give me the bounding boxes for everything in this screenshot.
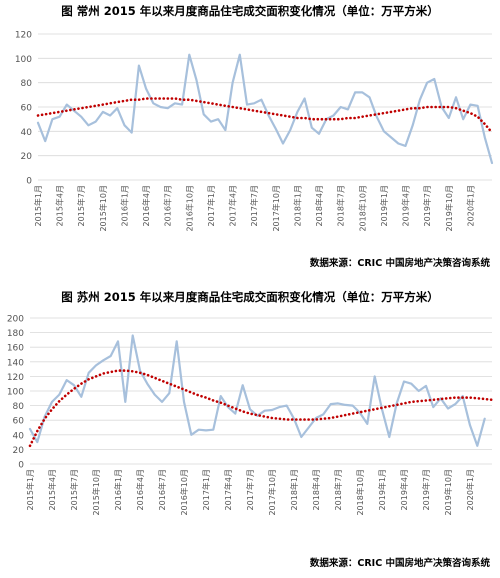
x-tick-label: 2020年1月 (465, 469, 475, 510)
chart-title: 图 常州 2015 年以来月度商品住宅成交面积变化情况（单位：万平方米） (61, 4, 439, 18)
x-tick-label: 2018年4月 (311, 469, 321, 510)
y-tick-label: 180 (7, 329, 24, 339)
y-tick-label: 20 (13, 446, 25, 456)
trend-line (36, 97, 494, 134)
x-tick-label: 2019年4月 (401, 185, 411, 226)
y-tick-label: 0 (26, 177, 32, 187)
x-tick-label: 2015年7月 (76, 185, 86, 226)
x-tick-label: 2017年7月 (245, 469, 255, 510)
y-tick-label: 0 (18, 461, 24, 471)
y-tick-labels: 0 20 40 60 80 100 120 140 160 180 200 (7, 315, 24, 471)
x-tick-label: 2019年10月 (444, 185, 454, 232)
gridlines (38, 33, 492, 181)
y-tick-label: 60 (21, 104, 33, 114)
x-tick-label: 2015年4月 (55, 185, 65, 226)
x-tick-label: 2017年4月 (223, 469, 233, 510)
x-tick-label: 2017年7月 (249, 185, 259, 226)
x-tick-label: 2016年10月 (179, 469, 189, 516)
x-tick-label: 2015年1月 (25, 469, 35, 510)
x-tick-label: 2019年7月 (422, 185, 432, 226)
y-tick-label: 160 (7, 344, 24, 354)
x-tick-label: 2018年1月 (292, 185, 302, 226)
source-note: 数据来源：CRIC 中国房地产决策咨询系统 (309, 557, 491, 569)
x-tick-label: 2015年10月 (98, 185, 108, 232)
chart-title: 图 苏州 2015 年以来月度商品住宅成交面积变化情况（单位：万平方米） (61, 290, 439, 304)
y-tick-label: 200 (7, 315, 24, 325)
x-tick-label: 2018年7月 (333, 469, 343, 510)
x-tick-labels: 2015年1月 2015年4月 2015年7月 2015年10月 2016年1月 2016… (33, 185, 475, 232)
series-lines (36, 53, 494, 165)
y-tick-label: 40 (21, 128, 33, 138)
y-tick-label: 100 (7, 388, 24, 398)
x-tick-label: 2018年7月 (336, 185, 346, 226)
x-tick-label: 2015年10月 (91, 469, 101, 516)
actual-line (36, 53, 494, 165)
gridlines (30, 317, 492, 465)
x-tick-label: 2016年7月 (157, 469, 167, 510)
series-lines (28, 334, 494, 448)
x-tick-label: 2019年4月 (399, 469, 409, 510)
x-tick-label: 2020年1月 (465, 185, 475, 226)
x-tick-label: 2018年10月 (357, 185, 367, 232)
x-tick-label: 2017年1月 (206, 185, 216, 226)
x-tick-label: 2016年10月 (184, 185, 194, 232)
x-tick-label: 2018年1月 (289, 469, 299, 510)
source-note: 数据来源：CRIC 中国房地产决策咨询系统 (309, 257, 491, 269)
y-tick-label: 20 (21, 152, 33, 162)
x-tick-label: 2016年4月 (141, 185, 151, 226)
x-tick-label: 2017年4月 (228, 185, 238, 226)
x-tick-label: 2015年7月 (69, 469, 79, 510)
x-tick-label: 2019年7月 (421, 469, 431, 510)
x-tick-label: 2015年1月 (33, 185, 43, 226)
x-tick-label: 2017年10月 (271, 185, 281, 232)
x-tick-label: 2019年1月 (379, 185, 389, 226)
trend-line (28, 369, 494, 448)
x-tick-label: 2017年10月 (267, 469, 277, 516)
y-tick-label: 40 (13, 431, 25, 441)
y-tick-label: 100 (15, 55, 32, 65)
chart-suzhou: 图 苏州 2015 年以来月度商品住宅成交面积变化情况（单位：万平方米） 020… (7, 290, 494, 569)
y-tick-label: 120 (15, 31, 32, 41)
y-tick-label: 80 (13, 402, 25, 412)
y-tick-label: 140 (7, 358, 24, 368)
x-tick-label: 2016年4月 (135, 469, 145, 510)
y-tick-labels: 0 20 40 60 80 100 120 (15, 31, 32, 187)
x-tick-label: 2015年4月 (47, 469, 57, 510)
chart-changzhou: 图 常州 2015 年以来月度商品住宅成交面积变化情况（单位：万平方米） 020… (15, 4, 494, 269)
x-tick-label: 2019年10月 (443, 469, 453, 516)
x-tick-label: 2017年1月 (201, 469, 211, 510)
x-tick-label: 2018年4月 (314, 185, 324, 226)
x-tick-label: 2016年7月 (163, 185, 173, 226)
x-tick-label: 2019年1月 (377, 469, 387, 510)
actual-line (28, 334, 486, 447)
y-tick-label: 80 (21, 79, 33, 89)
x-tick-label: 2016年1月 (119, 185, 129, 226)
x-tick-label: 2016年1月 (113, 469, 123, 510)
y-tick-label: 60 (13, 417, 25, 427)
x-tick-label: 2018年10月 (355, 469, 365, 516)
x-tick-labels: 2015年1月 2015年4月 2015年7月 2015年10月 2016年1月 2016… (25, 469, 475, 516)
y-tick-label: 120 (7, 373, 24, 383)
